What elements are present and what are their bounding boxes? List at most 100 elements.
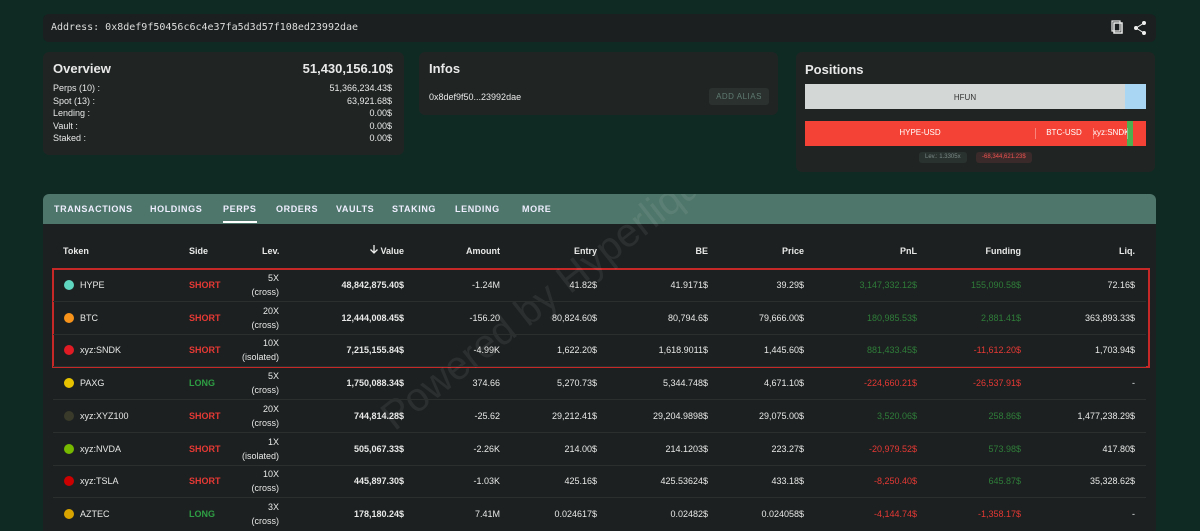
- cell-pnl: -8,250.40$: [873, 476, 917, 487]
- cell-price: 39.29$: [776, 280, 804, 290]
- cell-entry: 41.82$: [569, 280, 597, 290]
- row-divider: [53, 497, 1146, 499]
- overview-title: Overview: [53, 61, 111, 76]
- side: LONG: [189, 508, 215, 519]
- address-bar: Address: 0x8def9f50456c6c4e37fa5d3d57f10…: [43, 14, 1156, 42]
- margin-mode: (cross): [251, 319, 280, 330]
- cell-funding: -1,358.17$: [977, 508, 1021, 519]
- cell-amount: 374.66: [472, 378, 500, 389]
- tab[interactable]: LENDING: [455, 204, 500, 214]
- overview-value: 51,366,234.43$: [329, 83, 392, 93]
- token: BTC: [80, 312, 98, 323]
- overview-label: Spot (13) :: [53, 95, 96, 106]
- sort-arrow[interactable]: [369, 244, 379, 254]
- cell-amount: 7.41M: [474, 508, 500, 519]
- add-alias-button[interactable]: ADD ALIAS: [709, 88, 769, 105]
- cell-be: 0.02482$: [670, 508, 708, 519]
- margin-mode: (cross): [251, 483, 280, 494]
- row-divider: [53, 399, 1146, 401]
- side: SHORT: [189, 476, 221, 487]
- positions-card: Positions Lev.: 1.3305x -68,344,621.23$ …: [796, 52, 1155, 172]
- token: xyz:XYZ100: [80, 410, 129, 421]
- side: SHORT: [189, 345, 221, 356]
- overview-value: 0.00$: [369, 133, 392, 143]
- margin-mode: (isolated): [241, 352, 279, 363]
- perps-bar-long: [1127, 121, 1133, 146]
- row-divider: [53, 431, 1146, 433]
- leverage: 10X: [262, 469, 279, 480]
- token-icon: [64, 476, 74, 487]
- tab[interactable]: ORDERS: [276, 204, 319, 214]
- tab[interactable]: STAKING: [392, 204, 437, 214]
- cell-be: 29,204.9898$: [652, 410, 708, 421]
- cell-entry: 80,824.60$: [551, 312, 597, 323]
- token: AZTEC: [80, 508, 110, 519]
- cell-liq: -: [1132, 508, 1135, 519]
- token: xyz:TSLA: [80, 476, 119, 487]
- perps-bar: [805, 121, 1146, 146]
- margin-mode: (isolated): [241, 450, 279, 461]
- cell-value: 48,842,875.40$: [341, 280, 404, 290]
- pnl-pill: -68,344,621.23$: [976, 152, 1032, 163]
- cell-liq: 1,703.94$: [1094, 345, 1135, 356]
- tab[interactable]: HOLDINGS: [150, 204, 203, 214]
- cell-pnl: -20,979.52$: [868, 443, 917, 454]
- tab[interactable]: MORE: [522, 204, 552, 214]
- cell-be: 1,618.9011$: [658, 345, 708, 356]
- side: SHORT: [189, 280, 221, 290]
- cell-price: 1,445.60$: [763, 345, 804, 356]
- token: PAXG: [80, 378, 105, 389]
- tab[interactable]: TRANSACTIONS: [54, 204, 133, 214]
- cell-entry: 214.00$: [564, 443, 597, 454]
- infos-title: Infos: [429, 61, 461, 76]
- spot-bar: [805, 84, 1146, 109]
- overview-card: Overview 51,430,156.10$ Perps (10) : 51,3…: [43, 52, 404, 155]
- cell-entry: 1,622.20$: [556, 345, 597, 356]
- leverage: 20X: [262, 305, 279, 316]
- tab[interactable]: VAULTS: [336, 204, 375, 214]
- overview-label: Vault :: [53, 120, 78, 131]
- row-divider: [53, 464, 1146, 466]
- cell-liq: 363,893.33$: [1084, 312, 1135, 323]
- cell-pnl: 881,433.45$: [866, 345, 917, 356]
- cell-amount: -1.03K: [473, 476, 500, 487]
- perps-panel: TRANSACTIONS HOLDINGS PERPS ORDERS VAULTS STA…: [43, 194, 1156, 531]
- cell-entry: 0.024617$: [554, 508, 597, 519]
- cell-liq: -: [1132, 378, 1135, 389]
- cell-value: 744,814.28$: [353, 410, 404, 421]
- cell-price: 4,671.10$: [763, 378, 804, 389]
- cell-liq: 35,328.62$: [1089, 476, 1135, 487]
- cell-value: 12,444,008.45$: [341, 312, 404, 323]
- cell-funding: 155,090.58$: [970, 280, 1021, 290]
- cell-amount: -2.26K: [473, 443, 500, 454]
- margin-mode: (cross): [251, 287, 280, 297]
- cell-value: 178,180.24$: [353, 508, 404, 519]
- perps-label: HYPE-USD: [805, 128, 1036, 139]
- overview-label: Lending :: [53, 108, 91, 118]
- overview-value: 63,921.68$: [346, 95, 392, 106]
- cell-funding: 573.98$: [988, 443, 1021, 454]
- cell-pnl: -4,144.74$: [873, 508, 917, 519]
- column-header: Entry: [573, 246, 597, 256]
- leverage-pill: Lev.: 1.3305x: [919, 152, 967, 163]
- icons[interactable]: [1111, 20, 1151, 36]
- cell-entry: 425.16$: [564, 476, 597, 487]
- token: xyz:NVDA: [80, 443, 122, 454]
- tab[interactable]: PERPS: [223, 204, 257, 223]
- cell-amount: -4.99K: [473, 345, 500, 356]
- margin-mode: (cross): [251, 515, 280, 526]
- cell-price: 79,666.00$: [758, 312, 804, 323]
- token-icon: [64, 378, 74, 389]
- cell-pnl: -224,660.21$: [863, 378, 917, 389]
- infos-card: Infos 0x8def9f50...23992dae ADD ALIAS: [419, 52, 778, 115]
- token: xyz:SNDK: [80, 345, 122, 356]
- token-icon: [64, 280, 74, 290]
- column-header: Amount: [466, 246, 500, 256]
- cell-price: 0.024058$: [761, 508, 804, 519]
- margin-mode: (cross): [251, 385, 280, 396]
- margin-mode: (cross): [251, 417, 280, 428]
- cell-amount: -1.24M: [471, 280, 500, 290]
- leverage: 5X: [267, 371, 279, 382]
- perps-label: BTC-USD: [1035, 128, 1094, 139]
